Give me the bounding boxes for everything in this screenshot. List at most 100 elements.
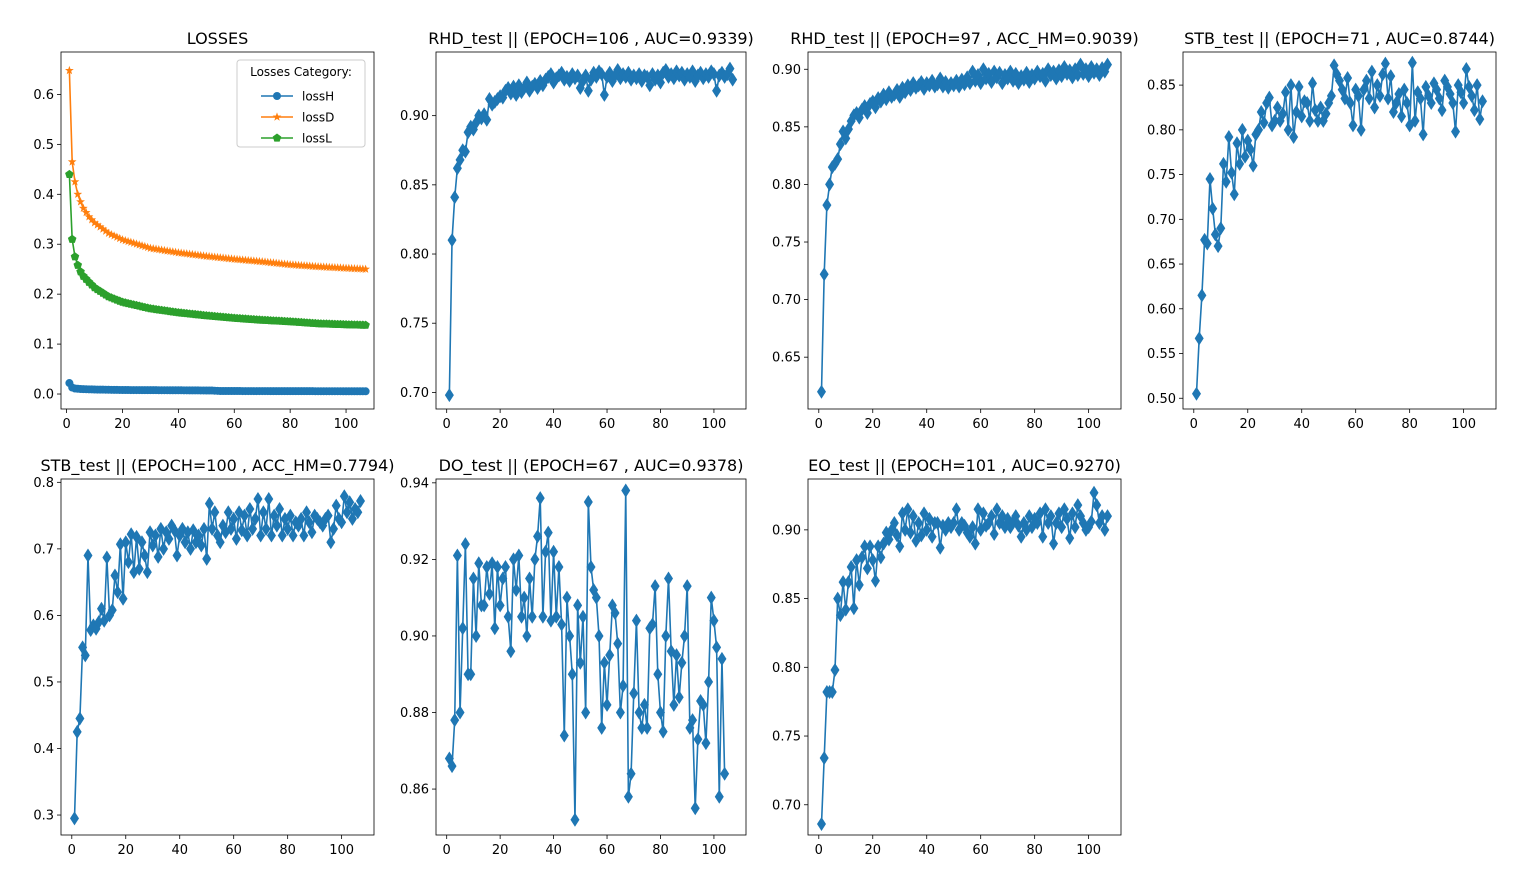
data-point <box>725 61 735 76</box>
data-point <box>304 515 314 530</box>
data-point <box>110 568 120 583</box>
data-point <box>525 571 535 586</box>
data-point <box>728 72 738 87</box>
data-point <box>1278 106 1288 121</box>
data-point <box>460 144 470 159</box>
legend: Losses Category: lossH lossD lossL <box>236 59 366 148</box>
y-tick-label: 0.0 <box>33 388 54 403</box>
data-point <box>1475 112 1485 127</box>
data-point <box>833 591 843 606</box>
data-point <box>1057 520 1067 535</box>
y-tick-label: 0.4 <box>33 188 54 203</box>
data-point <box>970 536 980 551</box>
data-point <box>1073 68 1083 83</box>
data-point <box>688 713 698 728</box>
chart-title: STB_test || (EPOCH=100 , ACC_HM=0.7794) <box>40 456 394 476</box>
y-tick-label: 0.3 <box>33 238 54 253</box>
data-point <box>323 508 333 523</box>
data-point <box>231 531 241 546</box>
y-tick-label: 0.92 <box>400 553 429 568</box>
data-point <box>148 538 158 553</box>
x-tick-label: 20 <box>864 843 881 858</box>
data-point <box>490 621 500 636</box>
data-point <box>1221 174 1231 189</box>
data-point <box>594 628 604 643</box>
data-point <box>1418 127 1428 142</box>
data-point <box>1089 485 1099 500</box>
x-tick-label: 20 <box>1239 417 1256 432</box>
data-point <box>1248 158 1258 173</box>
data-point <box>1459 96 1469 110</box>
data-point <box>567 667 577 682</box>
data-point <box>474 556 484 571</box>
x-tick-label: 60 <box>226 417 243 432</box>
y-tick-label: 0.85 <box>400 178 429 193</box>
y-tick-label: 0.75 <box>772 730 801 745</box>
data-point <box>1103 57 1113 72</box>
data-point <box>1364 91 1374 106</box>
data-point <box>296 511 306 526</box>
y-tick-label: 0.65 <box>1147 258 1176 273</box>
data-point <box>450 190 460 205</box>
data-point <box>1469 103 1479 118</box>
data-point <box>1356 122 1366 137</box>
y-tick-label: 0.70 <box>772 798 801 813</box>
data-point <box>1065 531 1075 546</box>
data-point <box>1345 96 1355 110</box>
legend-label: lossL <box>302 132 332 146</box>
chart-stb-auc: STB_test || (EPOCH=71 , AUC=0.8744) 0 20 40… <box>1147 29 1497 432</box>
data-point <box>653 667 663 682</box>
data-point <box>172 548 182 563</box>
data-point <box>1213 239 1223 254</box>
chart-rhd-auc: RHD_test || (EPOCH=106 , AUC=0.9339) 0 20 4… <box>400 29 754 432</box>
data-point <box>674 690 684 705</box>
data-point <box>1049 536 1059 551</box>
data-point <box>78 203 88 212</box>
data-point <box>345 495 355 510</box>
x-tick-label: 40 <box>171 843 188 858</box>
y-tick-label: 0.80 <box>1147 123 1176 138</box>
axes-frame <box>1182 51 1497 410</box>
data-point <box>76 197 85 206</box>
data-point <box>159 541 169 556</box>
data-point <box>655 705 665 720</box>
data-point <box>353 505 363 520</box>
data-point <box>495 598 505 613</box>
data-point <box>677 655 687 670</box>
data-point <box>498 571 508 586</box>
data-point <box>704 674 714 689</box>
y-tick-label: 0.55 <box>1147 347 1176 362</box>
data-point <box>717 651 727 666</box>
data-point <box>517 609 527 624</box>
x-tick-label: 0 <box>443 417 451 432</box>
y-tick-label: 0.75 <box>400 317 429 332</box>
x-tick-label: 40 <box>918 843 935 858</box>
data-point <box>479 598 489 613</box>
x-tick-label: 0 <box>68 843 76 858</box>
data-point <box>1197 288 1207 303</box>
data-point <box>80 648 90 663</box>
legend-marker <box>272 112 282 121</box>
data-point <box>1232 136 1242 151</box>
data-point <box>541 544 551 559</box>
y-tick-label: 0.70 <box>772 293 801 308</box>
data-point <box>194 528 204 543</box>
data-point <box>70 252 80 261</box>
data-point <box>549 544 559 559</box>
data-point <box>261 521 271 536</box>
data-point <box>868 553 878 568</box>
data-point <box>605 648 615 663</box>
data-point <box>65 169 74 178</box>
chart-title: EO_test || (EPOCH=101 , AUC=0.9270) <box>808 456 1121 476</box>
chart-stb-acc-hm: STB_test || (EPOCH=100 , ACC_HM=0.7794) 0… <box>33 456 394 858</box>
series-line <box>448 490 726 820</box>
data-point <box>895 539 905 554</box>
data-point <box>84 212 94 221</box>
data-point <box>1370 100 1380 115</box>
x-tick-label: 100 <box>1451 417 1476 432</box>
data-point <box>514 548 524 563</box>
data-point <box>554 560 564 575</box>
data-point <box>816 384 826 399</box>
y-tick-label: 0.88 <box>400 706 429 721</box>
y-tick-label: 0.4 <box>33 742 54 757</box>
